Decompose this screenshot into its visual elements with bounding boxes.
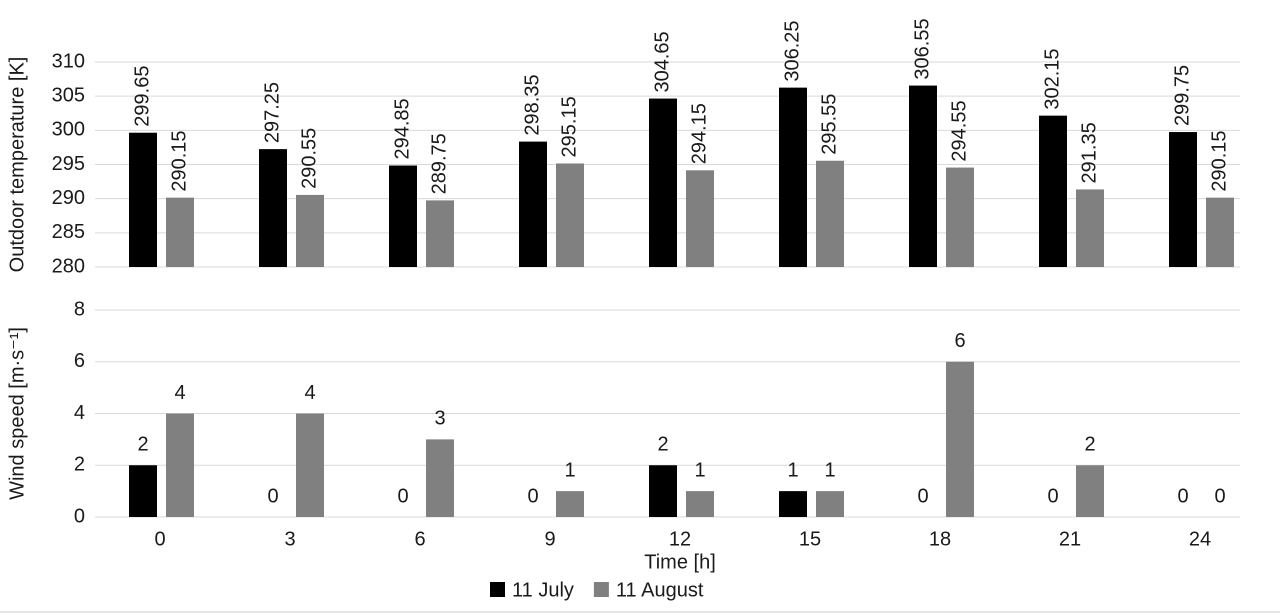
bar bbox=[816, 491, 844, 517]
bar bbox=[166, 413, 194, 517]
value-label: 298.35 bbox=[521, 74, 543, 135]
y-tick-label: 305 bbox=[52, 84, 85, 106]
bar bbox=[946, 167, 974, 267]
y-tick-label: 4 bbox=[74, 402, 85, 424]
y-tick-label: 310 bbox=[52, 50, 85, 72]
bar bbox=[1169, 132, 1197, 267]
value-label: 290.55 bbox=[298, 128, 320, 189]
x-tick-label: 24 bbox=[1189, 528, 1211, 550]
value-label: 294.15 bbox=[688, 103, 710, 164]
legend-label: 11 August bbox=[616, 579, 704, 601]
value-label: 1 bbox=[564, 459, 575, 481]
y-tick-label: 280 bbox=[52, 255, 85, 277]
bar bbox=[296, 413, 324, 517]
x-tick-label: 12 bbox=[669, 528, 691, 550]
value-label: 4 bbox=[174, 382, 185, 404]
y-tick-label: 0 bbox=[74, 505, 85, 527]
y-tick-label: 295 bbox=[52, 153, 85, 175]
y-tick-label: 2 bbox=[74, 454, 85, 476]
y-tick-label: 290 bbox=[52, 187, 85, 209]
y-tick-label: 285 bbox=[52, 221, 85, 243]
value-label: 0 bbox=[397, 485, 408, 507]
value-label: 3 bbox=[434, 408, 445, 430]
value-label: 295.55 bbox=[818, 94, 840, 155]
legend-swatch bbox=[593, 582, 609, 597]
value-label: 2 bbox=[1084, 434, 1095, 456]
bar bbox=[166, 197, 194, 267]
value-label: 295.15 bbox=[558, 96, 580, 157]
x-tick-label: 18 bbox=[929, 528, 951, 550]
bar bbox=[816, 160, 844, 267]
x-axis-title: Time [h] bbox=[644, 551, 716, 573]
value-label: 304.65 bbox=[651, 31, 673, 92]
value-label: 1 bbox=[787, 459, 798, 481]
bar bbox=[779, 491, 807, 517]
value-label: 0 bbox=[1214, 485, 1225, 507]
bar bbox=[686, 170, 714, 267]
y-tick-label: 8 bbox=[74, 298, 85, 320]
bar bbox=[556, 491, 584, 517]
value-label: 6 bbox=[954, 330, 965, 352]
x-tick-label: 3 bbox=[284, 528, 295, 550]
value-label: 1 bbox=[694, 459, 705, 481]
bar bbox=[686, 491, 714, 517]
bar bbox=[426, 439, 454, 517]
bar bbox=[129, 132, 157, 267]
bar bbox=[556, 163, 584, 267]
value-label: 0 bbox=[917, 485, 928, 507]
y-axis-title: Outdoor temperature [K] bbox=[6, 57, 28, 273]
bar bbox=[296, 194, 324, 267]
bar bbox=[1076, 465, 1104, 517]
value-label: 4 bbox=[304, 382, 315, 404]
legend-swatch bbox=[490, 582, 505, 597]
value-label: 306.55 bbox=[911, 18, 933, 79]
bar bbox=[426, 200, 454, 267]
bar bbox=[909, 85, 937, 267]
value-label: 306.25 bbox=[781, 20, 803, 81]
x-tick-label: 15 bbox=[799, 528, 821, 550]
value-label: 2 bbox=[137, 434, 148, 456]
x-tick-label: 21 bbox=[1059, 528, 1081, 550]
value-label: 299.75 bbox=[1171, 65, 1193, 126]
value-label: 289.75 bbox=[428, 133, 450, 194]
bar bbox=[649, 98, 677, 267]
value-label: 290.15 bbox=[168, 130, 190, 191]
bar bbox=[779, 87, 807, 267]
legend-label: 11 July bbox=[512, 579, 574, 601]
value-label: 1 bbox=[824, 459, 835, 481]
bar bbox=[1039, 115, 1067, 268]
x-tick-label: 6 bbox=[414, 528, 425, 550]
value-label: 299.65 bbox=[131, 66, 153, 127]
bar bbox=[259, 149, 287, 267]
y-axis-title: Wind speed [m·s⁻¹] bbox=[6, 327, 28, 500]
value-label: 0 bbox=[1177, 485, 1188, 507]
value-label: 290.15 bbox=[1208, 130, 1230, 191]
value-label: 297.25 bbox=[261, 82, 283, 143]
y-tick-label: 6 bbox=[74, 350, 85, 372]
x-tick-label: 0 bbox=[154, 528, 165, 550]
bar bbox=[519, 141, 547, 267]
bar bbox=[129, 465, 157, 517]
value-label: 302.15 bbox=[1041, 48, 1063, 109]
value-label: 0 bbox=[267, 485, 278, 507]
bar bbox=[1206, 197, 1234, 267]
value-label: 0 bbox=[1047, 485, 1058, 507]
value-label: 294.85 bbox=[391, 98, 413, 159]
value-label: 291.35 bbox=[1078, 122, 1100, 183]
bar bbox=[389, 165, 417, 267]
value-label: 0 bbox=[527, 485, 538, 507]
bar bbox=[649, 465, 677, 517]
bar bbox=[1076, 189, 1104, 267]
y-tick-label: 300 bbox=[52, 119, 85, 141]
bar bbox=[946, 361, 974, 517]
x-tick-label: 9 bbox=[544, 528, 555, 550]
value-label: 2 bbox=[657, 434, 668, 456]
value-label: 294.55 bbox=[948, 100, 970, 161]
